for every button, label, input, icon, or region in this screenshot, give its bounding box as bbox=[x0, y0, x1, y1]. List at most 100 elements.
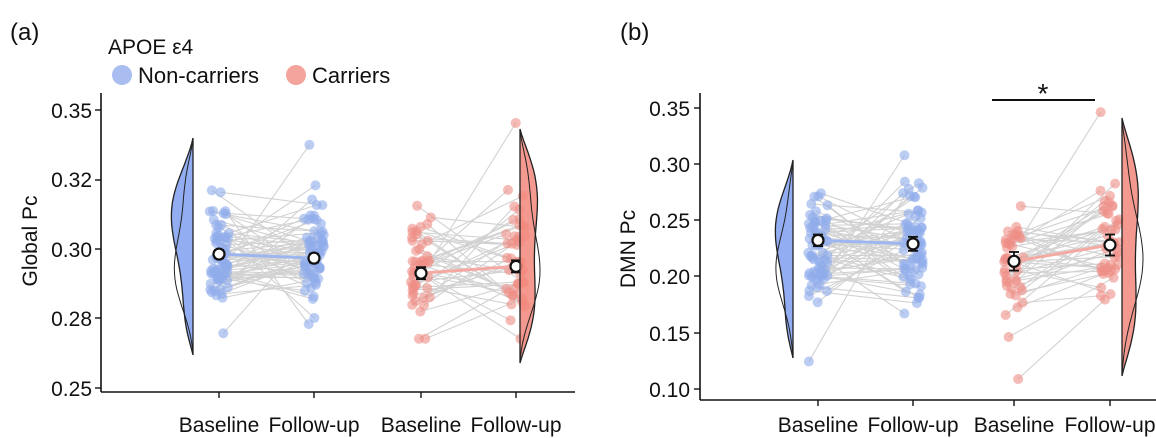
data-point bbox=[821, 286, 832, 297]
paired-line bbox=[1017, 299, 1106, 380]
paired-line bbox=[423, 189, 509, 265]
data-point bbox=[903, 221, 914, 232]
paired-line bbox=[430, 216, 525, 228]
data-point bbox=[917, 262, 928, 273]
data-point bbox=[807, 252, 818, 263]
paired-line bbox=[1011, 238, 1120, 243]
data-point bbox=[913, 178, 924, 189]
data-point bbox=[425, 212, 436, 223]
data-point bbox=[1015, 201, 1026, 212]
paired-line bbox=[224, 237, 315, 319]
data-point bbox=[803, 356, 814, 367]
paired-line bbox=[412, 231, 517, 241]
data-point bbox=[899, 150, 910, 161]
data-point bbox=[1013, 374, 1024, 385]
data-point bbox=[208, 205, 219, 216]
y-tick-label: 0.30 bbox=[51, 239, 92, 262]
paired-line bbox=[216, 260, 315, 272]
paired-line bbox=[811, 268, 915, 286]
data-point bbox=[505, 315, 516, 326]
data-point bbox=[501, 283, 512, 294]
data-point bbox=[899, 176, 910, 187]
paired-line bbox=[220, 191, 323, 206]
data-point bbox=[501, 252, 512, 263]
paired-line bbox=[223, 251, 310, 264]
x-tick-label: Baseline bbox=[179, 414, 260, 437]
data-point bbox=[418, 292, 429, 303]
data-point bbox=[1113, 251, 1124, 262]
data-point bbox=[411, 245, 422, 256]
data-point bbox=[1012, 226, 1023, 237]
paired-line bbox=[421, 195, 524, 245]
y-ticks-a: 0.25 0.28 0.30 0.32 0.35 bbox=[51, 100, 92, 401]
paired-line bbox=[810, 213, 909, 257]
mean-marker bbox=[811, 233, 825, 247]
data-point bbox=[216, 219, 227, 230]
half-violin-density bbox=[1121, 117, 1144, 377]
paired-line bbox=[1017, 230, 1107, 247]
paired-line bbox=[427, 287, 512, 305]
y-tick-label: 0.30 bbox=[649, 154, 690, 177]
y-tick-label: 0.20 bbox=[649, 266, 690, 289]
paired-line bbox=[220, 218, 315, 270]
half-violin-density bbox=[519, 128, 541, 364]
y-tick-label: 0.10 bbox=[649, 379, 690, 402]
data-point bbox=[215, 283, 226, 294]
data-point bbox=[301, 277, 312, 288]
data-point bbox=[900, 286, 911, 297]
data-point bbox=[308, 214, 319, 225]
legend-label-noncarriers: Non-carriers bbox=[138, 63, 259, 88]
mean-marker bbox=[1007, 254, 1021, 268]
data-point bbox=[222, 261, 233, 272]
x-tick-label: Follow-up bbox=[470, 414, 561, 437]
half-violin bbox=[170, 137, 194, 356]
paired-line bbox=[221, 184, 316, 249]
data-point bbox=[299, 213, 310, 224]
paired-line bbox=[825, 225, 909, 230]
paired-line bbox=[1016, 226, 1115, 244]
data-point bbox=[1000, 309, 1011, 320]
mean-line bbox=[817, 238, 914, 246]
data-point bbox=[215, 187, 226, 198]
mean-marker bbox=[1103, 238, 1117, 252]
data-point bbox=[413, 333, 424, 344]
paired-line bbox=[821, 275, 916, 285]
half-violin-density bbox=[173, 137, 194, 356]
y-axis-title-a: Global Pc bbox=[19, 195, 42, 286]
y-tick-label: 0.15 bbox=[649, 323, 690, 346]
x-ticks-b: Baseline Follow-up Baseline Follow-up bbox=[778, 414, 1156, 437]
half-violin-density bbox=[775, 159, 794, 359]
paired-line bbox=[821, 230, 908, 267]
data-point bbox=[415, 306, 426, 317]
paired-line bbox=[1009, 213, 1109, 245]
paired-line bbox=[218, 199, 313, 281]
data-point bbox=[220, 232, 231, 243]
data-point bbox=[1012, 302, 1023, 313]
x-tick-label: Baseline bbox=[778, 414, 859, 437]
panel-label-a: (a) bbox=[10, 19, 39, 46]
data-point bbox=[910, 278, 921, 289]
y-tick-label: 0.28 bbox=[51, 308, 92, 331]
paired-line bbox=[818, 196, 916, 261]
data-point bbox=[1096, 282, 1107, 293]
data-point bbox=[218, 328, 229, 339]
paired-line bbox=[825, 223, 906, 226]
half-violin bbox=[774, 159, 794, 359]
x-tick-label: Follow-up bbox=[867, 414, 958, 437]
data-point bbox=[218, 208, 229, 219]
data-point bbox=[508, 290, 519, 301]
data-point bbox=[899, 308, 910, 319]
data-point bbox=[304, 139, 315, 150]
paired-line bbox=[418, 283, 519, 340]
data-point bbox=[502, 238, 513, 249]
data-point bbox=[822, 200, 833, 211]
mean-marker bbox=[212, 247, 226, 261]
paired-line bbox=[221, 284, 317, 295]
paired-line bbox=[427, 276, 511, 321]
paired-line bbox=[226, 263, 311, 275]
data-point bbox=[912, 205, 923, 216]
paired-line bbox=[820, 192, 908, 224]
y-ticks-b: 0.10 0.15 0.20 0.25 0.30 0.35 bbox=[649, 98, 690, 402]
data-point bbox=[211, 237, 222, 248]
